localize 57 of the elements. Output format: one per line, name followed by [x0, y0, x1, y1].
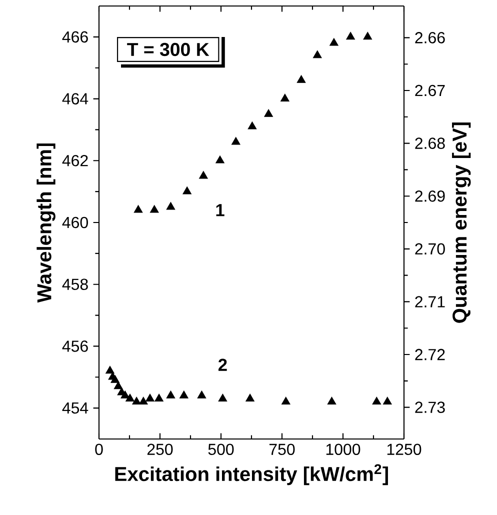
y-tick-label: 464 — [62, 93, 88, 104]
x-axis-title: Excitation intensity [kW/cm$^{2}$] — [115, 464, 388, 486]
point — [382, 396, 392, 405]
point — [126, 394, 134, 402]
y-tick-label: 460 — [62, 216, 88, 228]
point — [154, 394, 164, 402]
point — [199, 171, 208, 179]
y2-tick-label: 2.67 — [415, 84, 445, 96]
point — [218, 394, 228, 402]
point — [110, 375, 120, 383]
x-tick-label: 500 — [208, 444, 234, 456]
point — [197, 390, 206, 398]
annotation: T = 300 K — [127, 42, 210, 56]
x-tick-label: 1000 — [326, 444, 360, 456]
point — [264, 109, 273, 117]
point — [146, 394, 154, 402]
point — [312, 50, 322, 58]
point — [182, 186, 192, 194]
point — [372, 396, 382, 405]
x-tick-label: 750 — [269, 444, 295, 456]
point — [106, 366, 114, 374]
point — [134, 205, 143, 213]
point — [248, 122, 257, 130]
point — [346, 32, 355, 40]
y-tick-label: 456 — [62, 340, 88, 352]
point — [330, 38, 338, 46]
series-label: 2 — [218, 358, 227, 371]
y2-tick-label: 2.68 — [415, 138, 445, 149]
y2-tick-label: 2.71 — [415, 296, 445, 308]
point — [150, 205, 159, 213]
point — [281, 396, 290, 405]
point — [327, 396, 336, 405]
y-tick-label: 466 — [62, 31, 88, 43]
y-tick-label: 462 — [62, 154, 88, 166]
y2-axis-title: Quantum energy [eV] — [452, 122, 471, 323]
point — [231, 137, 240, 145]
point — [166, 202, 176, 210]
point — [132, 396, 141, 405]
point — [179, 390, 188, 398]
y2-tick-label: 2.70 — [415, 243, 445, 255]
y2-tick-label: 2.73 — [415, 402, 445, 413]
point — [246, 394, 254, 402]
y2-tick-label: 2.66 — [415, 32, 445, 44]
x-tick-label: 250 — [147, 444, 173, 456]
x-tick-label: 1250 — [387, 444, 422, 456]
x-tick-label: 0 — [95, 444, 103, 456]
y-tick-label: 454 — [62, 402, 88, 414]
point — [280, 94, 290, 102]
point — [166, 390, 176, 398]
point — [216, 156, 224, 164]
y2-tick-label: 2.72 — [415, 348, 445, 360]
y-tick-label: 458 — [62, 278, 88, 290]
y2-tick-label: 2.69 — [415, 190, 445, 202]
y-axis-title: Wavelength [nm] — [36, 143, 56, 303]
point — [296, 75, 306, 83]
point — [363, 32, 372, 40]
series-label: 1 — [216, 204, 224, 216]
